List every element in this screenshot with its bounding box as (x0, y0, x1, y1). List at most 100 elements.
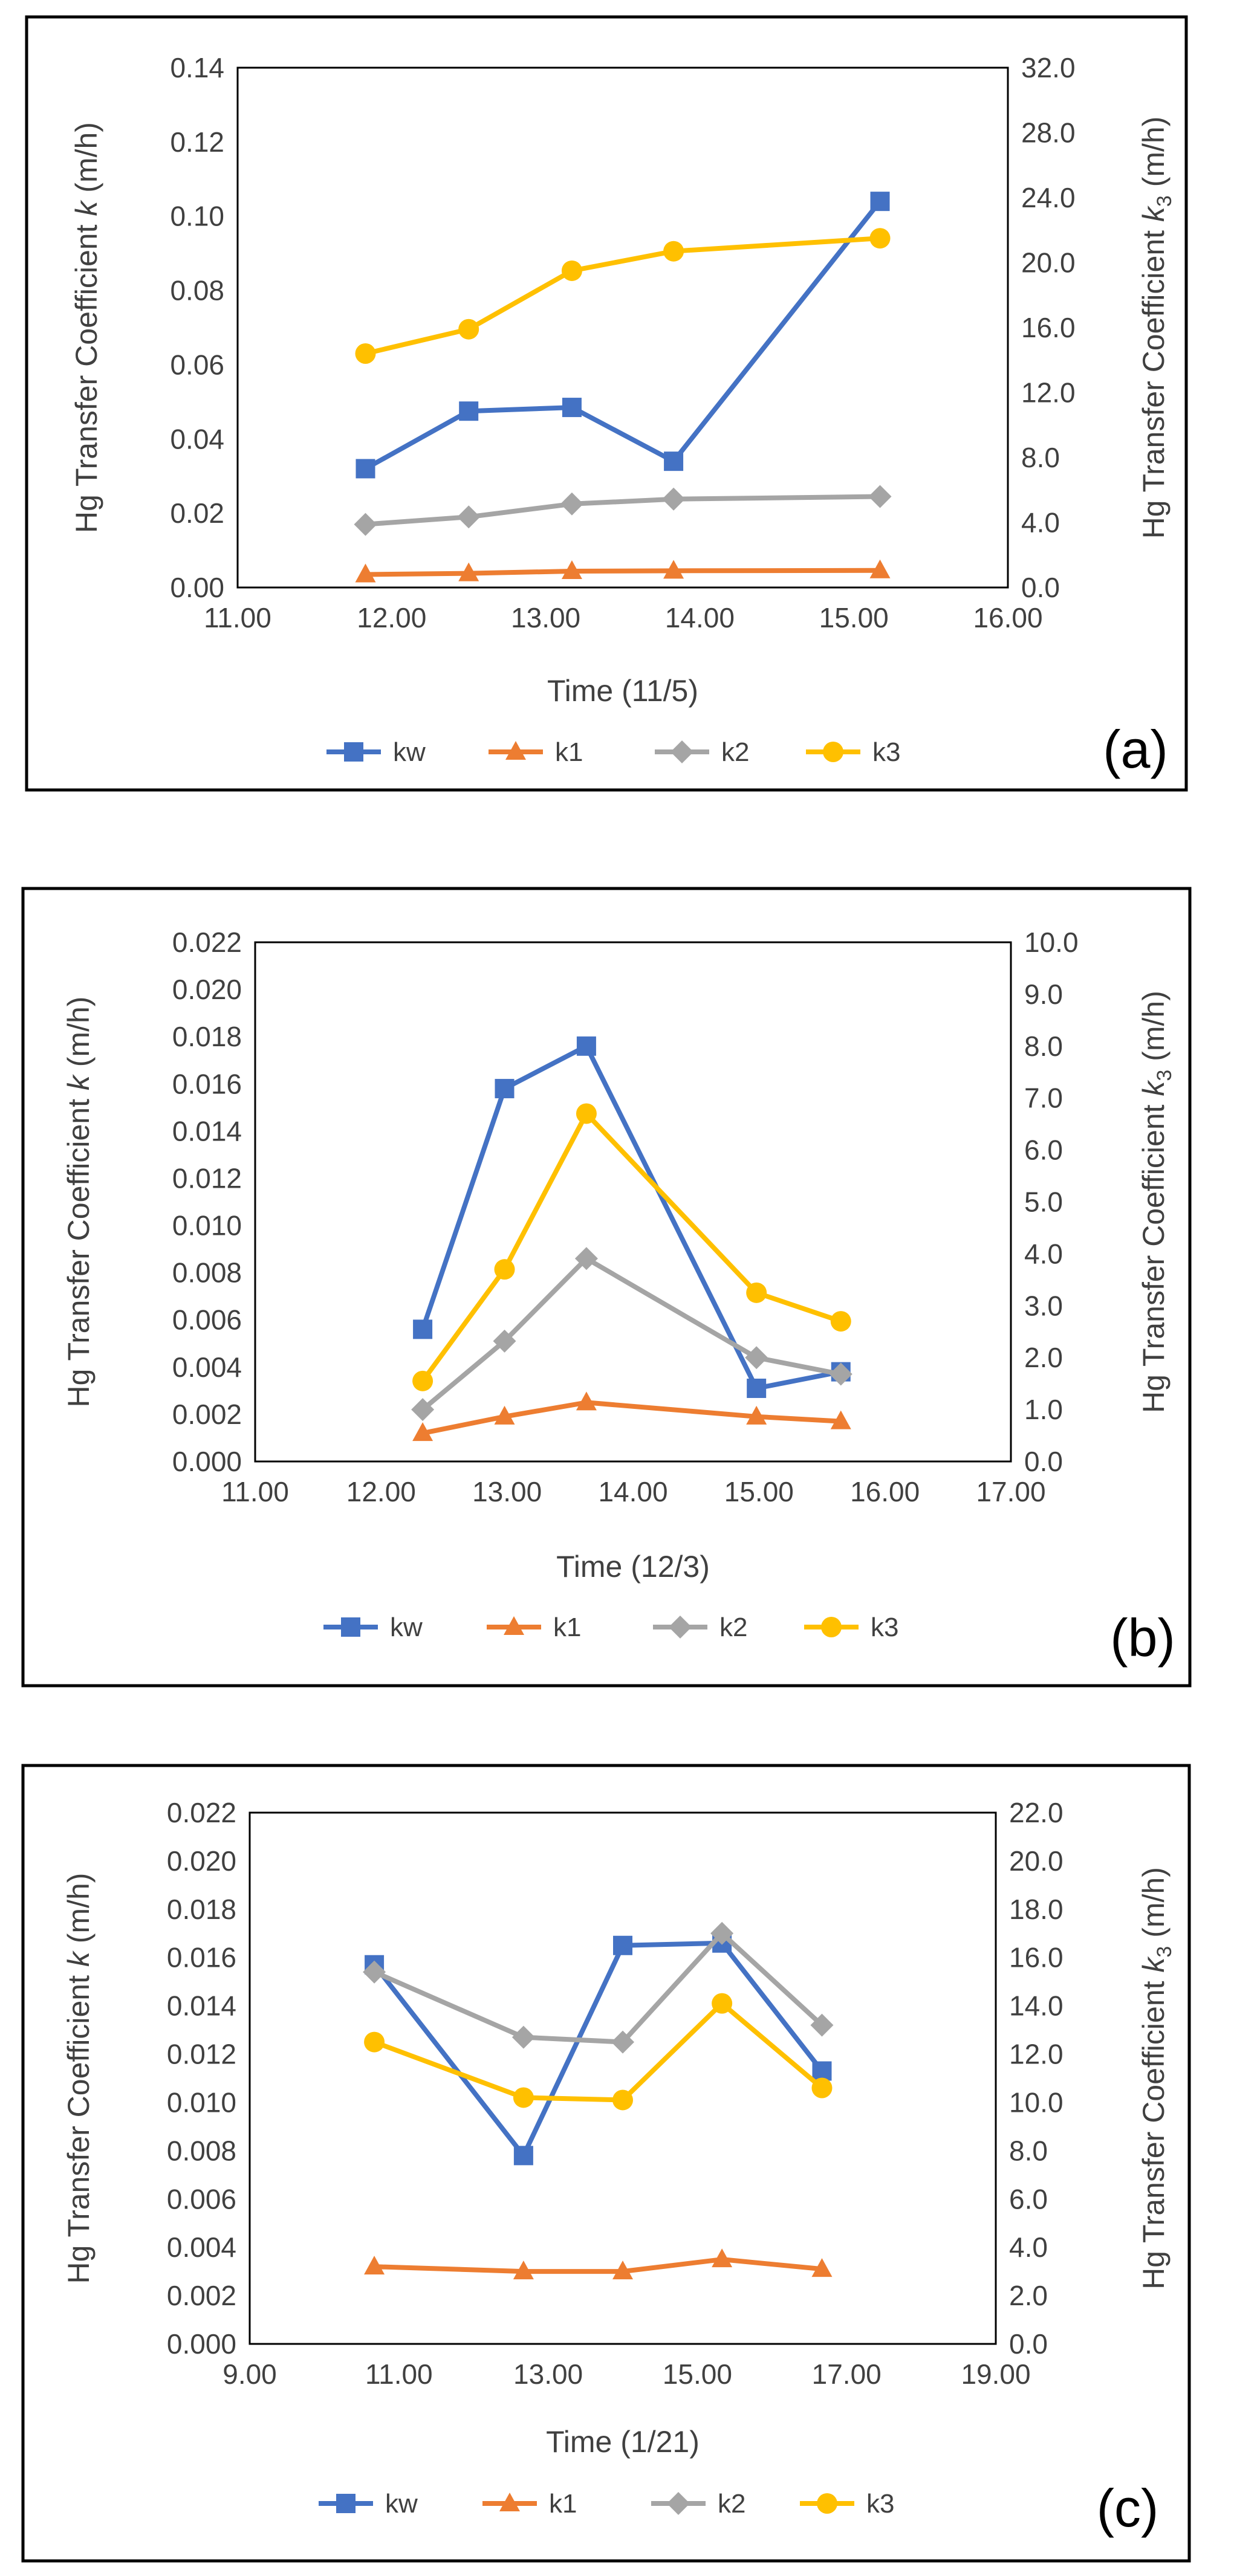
data-point-k1 (712, 2248, 733, 2268)
right-y-tick-label: 18.0 (1009, 1894, 1064, 1925)
left-y-tick-label: 0.020 (167, 1845, 236, 1877)
left-y-tick-label: 0.018 (172, 1021, 242, 1052)
left-y-tick-label: 0.10 (170, 201, 224, 232)
left-y-tick-label: 0.004 (167, 2231, 236, 2263)
left-y-axis-symbol: k (62, 1950, 96, 1967)
x-tick-label: 13.00 (513, 2358, 583, 2390)
panel-label: (a) (1103, 719, 1168, 779)
right-y-tick-label: 8.0 (1024, 1031, 1063, 1062)
left-y-tick-label: 0.04 (170, 423, 224, 455)
data-point-kw (513, 2146, 533, 2166)
left-y-tick-label: 0.010 (167, 2086, 236, 2118)
left-y-axis-title: Hg Transfer Coefficient k (m/h) (70, 122, 103, 533)
right-y-axis-subscript: 3 (1153, 1946, 1176, 1958)
right-y-tick-label: 5.0 (1024, 1186, 1063, 1218)
x-tick-label: 9.00 (222, 2358, 277, 2390)
left-y-axis-title-text: Hg Transfer Coefficient (62, 1967, 96, 2283)
legend-label-k3: k3 (866, 2489, 894, 2519)
legend-label-kw: kw (390, 1613, 423, 1642)
legend-label-k2: k2 (718, 2489, 745, 2519)
left-y-tick-label: 0.006 (172, 1304, 242, 1336)
data-point-k1 (576, 1391, 597, 1411)
data-point-k2 (493, 1329, 516, 1353)
right-y-tick-label: 20.0 (1021, 247, 1076, 279)
right-y-tick-label: 28.0 (1021, 117, 1076, 149)
data-point-k2 (745, 1346, 768, 1370)
panel-label: (c) (1097, 2478, 1159, 2538)
left-y-axis-title: Hg Transfer Coefficient k (m/h) (62, 997, 96, 1408)
data-point-k2 (868, 485, 892, 508)
right-y-tick-label: 16.0 (1021, 312, 1076, 343)
chart-panel-b: 11.00 12.00 13.00 14.00 15.00 16.00 17.00 0.000… (21, 887, 1192, 1688)
series-line-k1 (363, 568, 883, 577)
plot-area-border (248, 1811, 997, 2345)
legend-label-k1: k1 (549, 2489, 577, 2519)
right-y-tick-label: 2.0 (1024, 1342, 1063, 1373)
right-y-tick-label: 8.0 (1009, 2135, 1048, 2166)
left-y-tick-label: 0.00 (170, 572, 224, 603)
data-point-kw (459, 401, 479, 421)
right-y-tick-label: 16.0 (1009, 1942, 1064, 1973)
right-y-axis-title: Hg Transfer Coefficient k3 (m/h) (1137, 991, 1176, 1413)
data-point-k1 (811, 2258, 833, 2277)
data-point-kw (356, 459, 375, 479)
left-y-tick-label: 0.002 (167, 2280, 236, 2311)
right-y-axis-unit: (m/h) (1137, 991, 1171, 1070)
legend-label-kw: kw (385, 2489, 418, 2519)
right-y-axis-title: Hg Transfer Coefficient k3 (m/h) (1137, 1867, 1176, 2290)
panel-border (25, 15, 1188, 792)
x-tick-label: 16.00 (973, 602, 1042, 633)
data-point-k1 (412, 1422, 434, 1442)
data-point-k3 (364, 2031, 385, 2053)
right-y-tick-label: 6.0 (1009, 2183, 1048, 2215)
left-y-axis-unit: (m/h) (70, 122, 103, 201)
x-axis-title: Time (12/3) (556, 1550, 710, 1584)
right-y-tick-label: 10.0 (1024, 927, 1079, 958)
x-tick-label: 15.00 (724, 1476, 794, 1507)
data-point-k2 (810, 2013, 834, 2037)
data-point-k3 (663, 241, 684, 262)
series-line-k1 (420, 1400, 843, 1436)
x-tick-label: 14.00 (665, 602, 735, 633)
x-tick-label: 15.00 (819, 602, 889, 633)
x-tick-label: 19.00 (961, 2358, 1030, 2390)
legend-marker-k2 (667, 2492, 690, 2515)
panel-border (21, 887, 1192, 1688)
left-y-tick-label: 0.014 (167, 1990, 236, 2022)
left-y-tick-label: 0.000 (167, 2328, 236, 2360)
right-y-tick-label: 8.0 (1021, 442, 1060, 473)
x-tick-label: 11.00 (204, 602, 271, 633)
right-y-tick-label: 12.0 (1009, 2039, 1064, 2070)
left-y-tick-label: 0.020 (172, 974, 242, 1005)
data-point-k3 (561, 260, 582, 281)
left-y-axis-unit: (m/h) (62, 1873, 96, 1952)
right-y-axis-unit: (m/h) (1137, 117, 1171, 196)
panel-label: (b) (1110, 1608, 1175, 1668)
left-y-axis-unit: (m/h) (62, 997, 96, 1076)
data-point-kw (870, 192, 890, 212)
left-y-tick-label: 0.012 (172, 1162, 242, 1194)
x-tick-label: 16.00 (850, 1476, 920, 1507)
data-point-k3 (712, 1993, 733, 2014)
left-y-tick-label: 0.008 (172, 1257, 242, 1289)
data-point-k3 (513, 2087, 534, 2108)
data-point-k2 (457, 505, 481, 529)
data-point-k1 (663, 560, 684, 579)
data-point-kw (664, 451, 684, 471)
data-point-k1 (355, 563, 376, 583)
series-line-k3 (420, 1111, 843, 1383)
data-point-k2 (710, 1921, 734, 1945)
data-point-k2 (829, 1362, 852, 1386)
legend-marker-kw (336, 2494, 356, 2513)
right-y-tick-label: 4.0 (1024, 1238, 1063, 1269)
legend-label-kw: kw (393, 737, 426, 767)
data-point-k3 (355, 343, 376, 364)
left-y-tick-label: 0.12 (170, 126, 224, 158)
plot-area-border (236, 66, 1009, 589)
series-line-kw (420, 1043, 843, 1391)
right-y-axis-subscript: 3 (1153, 195, 1176, 207)
legend-marker-k1 (504, 1616, 524, 1635)
data-point-k3 (746, 1282, 767, 1303)
right-y-tick-label: 12.0 (1021, 377, 1076, 409)
legend-marker-k2 (671, 740, 693, 763)
